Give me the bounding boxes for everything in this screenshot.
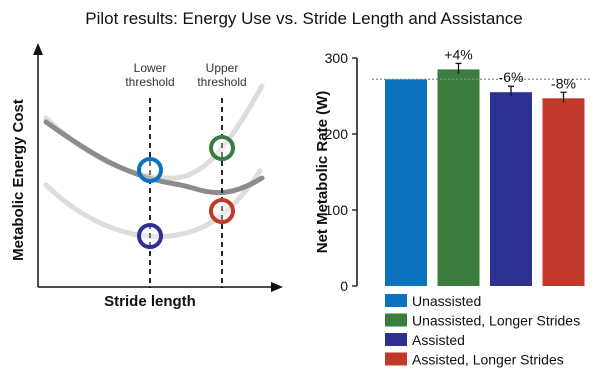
marker-unassisted-longer: [209, 135, 235, 161]
curve-dark: [43, 119, 265, 196]
x-axis-arrow-icon: [271, 282, 283, 292]
curve-light: [43, 168, 263, 240]
lower-threshold-label-line2: threshold: [125, 75, 174, 89]
schematic-x-label: Stride length: [104, 293, 196, 310]
y-tick-label: 0: [340, 278, 348, 294]
bar-y-ticks: 0 100 200 300: [325, 50, 357, 294]
bar-chart-panel: Net Metabolic Rate (W) 0 100 200 300 +4% -6%…: [314, 46, 592, 368]
bar-annotation: +4%: [444, 46, 472, 62]
legend: Unassisted Unassisted, Longer Strides Assi…: [385, 293, 580, 368]
bar-2: [490, 92, 532, 286]
bars: [385, 69, 585, 287]
bar-annotation: -6%: [499, 69, 524, 85]
bar-annotation: -8%: [551, 75, 576, 91]
marker-assisted: [137, 223, 163, 249]
bar-y-label: Net Metabolic Rate (W): [314, 91, 331, 254]
bar-0: [385, 79, 427, 286]
legend-swatch: [385, 294, 407, 307]
upper-threshold-label-line2: threshold: [197, 75, 246, 89]
bar-annotations: +4% -6% -8%: [444, 46, 576, 103]
y-tick-label: 200: [325, 126, 349, 142]
bar-3: [542, 98, 585, 286]
schematic-y-label: Metabolic Energy Cost: [10, 99, 27, 261]
marker-assisted-longer: [209, 198, 235, 224]
legend-label: Unassisted, Longer Strides: [412, 313, 580, 329]
legend-swatch: [385, 313, 407, 327]
figure-title: Pilot results: Energy Use vs. Stride Len…: [85, 9, 523, 28]
upper-threshold-label-line1: Upper: [206, 61, 239, 75]
legend-label: Assisted, Longer Strides: [412, 352, 564, 368]
schematic-panel: Metabolic Energy Cost Stride length Lowe…: [10, 43, 283, 310]
legend-label: Unassisted: [412, 293, 481, 309]
legend-label: Assisted: [412, 332, 465, 348]
y-axis-arrow-icon: [33, 43, 43, 55]
lower-threshold-label-line1: Lower: [134, 61, 167, 75]
legend-swatch: [385, 333, 407, 346]
bar-1: [437, 69, 480, 287]
marker-unassisted: [137, 157, 163, 183]
y-tick-label: 300: [325, 50, 349, 66]
y-tick-label: 100: [325, 202, 349, 218]
legend-swatch: [385, 352, 407, 366]
